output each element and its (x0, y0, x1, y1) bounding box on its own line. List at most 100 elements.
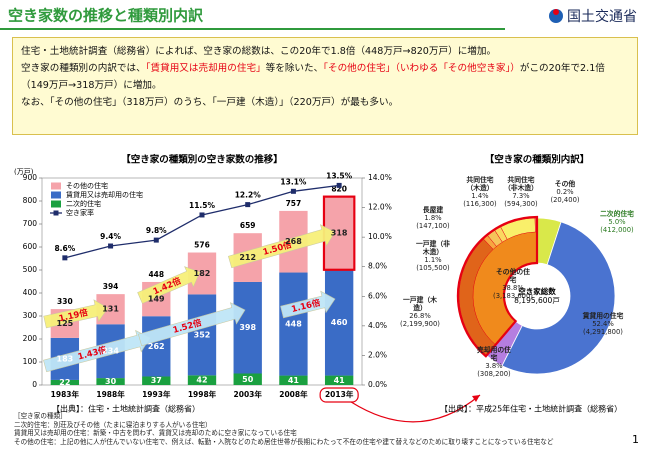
value-label: 125 (57, 319, 74, 328)
link-arrow-head (472, 395, 480, 402)
pie-label-count: (594,300) (504, 200, 538, 208)
legend-label: 賃貸用又は売却用の住宅 (66, 190, 143, 199)
bullet: 住宅・土地統計調査（総務省）によれば、空き家の総数は、この20年で1.8倍（44… (21, 43, 629, 60)
rate-label: 12.2% (235, 191, 262, 200)
pie-label-count: (2,199,900) (400, 320, 440, 328)
pie-label-value: 1.4% (471, 192, 489, 200)
y2-tick-label: 0.0% (368, 380, 387, 389)
note-line: ［空き家の種類］ (14, 412, 67, 420)
total-label: 330 (57, 297, 73, 306)
value-label: 41 (334, 376, 346, 385)
total-label: 448 (148, 270, 164, 279)
rate-label: 9.4% (100, 232, 121, 241)
y-tick-label: 200 (23, 334, 38, 343)
value-label: 234 (102, 347, 119, 356)
pie-label: 共同住宅（非木造） 7.3% (594,300) (502, 176, 540, 208)
pie-label-name: 長屋建 (422, 206, 444, 214)
legend-swatch (51, 182, 61, 190)
rate-marker (290, 188, 296, 194)
bar-segment (96, 378, 125, 385)
pie-label: 一戸建（木造） 26.8% (2,199,900) (400, 296, 440, 328)
note-line: 二次的住宅：別荘及びその他（たまに寝泊まりする人がいる住宅） (14, 420, 212, 429)
y2-tick-label: 4.0% (368, 321, 387, 330)
pie-label-value: 52.4% (592, 320, 614, 328)
value-label: 398 (239, 323, 256, 332)
bar-segment (324, 375, 354, 385)
notes: ［空き家の種類］ 二次的住宅：別荘及びその他（たまに寝泊まりする人がいる住宅） 賃貸… (14, 412, 553, 446)
bullet-text: がこの20年で2.1倍（149万戸→318万戸）に増加。 (21, 63, 605, 91)
pie-label-name: 売却用の住宅 (477, 346, 511, 362)
pie-label: その他の住宅 38.8% (3,183,600) (493, 268, 533, 300)
rate-label: 13.5% (326, 171, 353, 180)
center-label-line: 8,195,600戸 (514, 296, 560, 305)
bar-segment (279, 272, 308, 376)
x-tick-label: 2008年 (279, 389, 308, 399)
legend-swatch (51, 200, 61, 208)
rate-marker (153, 237, 159, 243)
pie-label-name: 共同住宅（木造） (466, 176, 494, 192)
page-title: 空き家数の推移と種類別内訳 (8, 7, 204, 25)
rate-label: 8.6% (54, 244, 75, 253)
y-tick-label: 400 (23, 288, 38, 297)
pie-label-name: 二次的住宅 (600, 210, 634, 218)
legend-label: その他の住宅 (66, 181, 108, 190)
value-label: 182 (194, 269, 211, 278)
total-label: 757 (286, 199, 302, 208)
ratio-arrow (43, 299, 109, 329)
y-tick-label: 800 (23, 196, 38, 205)
value-label: 37 (151, 376, 162, 385)
legend-label: 空き家率 (66, 208, 94, 217)
highlight-label (319, 387, 359, 403)
pie-label-name: その他 (554, 180, 576, 188)
pie-label: 二次的住宅 5.0% (412,000) (600, 210, 634, 234)
x-tick-label: 1993年 (142, 389, 171, 399)
pie-label-count: (105,500) (416, 264, 450, 272)
ratio-arrow (137, 302, 246, 347)
note-line: その他の住宅：上記の他に人が住んでいない住宅で、例えば、転勤・入院などのため居住… (14, 437, 554, 446)
bullet-text: 「賃貸用又は売却用の住宅」 (145, 63, 266, 74)
rate-marker (62, 255, 68, 261)
y2-tick-label: 2.0% (368, 350, 387, 359)
logo-mark (549, 9, 563, 23)
value-label: 262 (148, 342, 165, 351)
value-label: 212 (239, 253, 256, 262)
bullet: 空き家の種類別の内訳では、「賃貸用又は売却用の住宅」等を除いた、「その他の住宅」… (21, 60, 629, 94)
x-tick-label: 1998年 (188, 389, 217, 399)
rate-marker (245, 202, 251, 208)
pie-label-count: (308,200) (477, 370, 511, 378)
rate-label: 11.5% (189, 201, 216, 210)
y-axis-label: (万戸) (14, 168, 34, 176)
y2-tick-label: 14.0% (368, 173, 392, 182)
pie-label-name: その他の住宅 (496, 268, 530, 284)
x-tick-label: 1983年 (51, 389, 80, 399)
value-label: 50 (242, 375, 254, 384)
value-label: 352 (194, 330, 211, 339)
value-label: 41 (288, 376, 300, 385)
x-tick-label: 2013年 (325, 389, 354, 399)
pie-label: 一戸建（非木造） 1.1% (105,500) (415, 240, 451, 272)
y-tick-label: 700 (23, 219, 38, 228)
logo-mark-dot (553, 9, 559, 15)
value-label: 22 (59, 378, 70, 387)
pie-label: その他 0.2% (20,400) (550, 180, 580, 204)
legend-marker (53, 210, 59, 216)
value-label: 183 (57, 354, 74, 363)
y-tick-label: 300 (23, 311, 38, 320)
pie-label-count: (3,183,600) (493, 292, 533, 300)
value-label: 131 (102, 305, 119, 314)
other-outline (456, 215, 539, 358)
rate-marker (108, 243, 114, 249)
note-line: 賃貸用又は売却用の住宅：新築・中古を問わず、賃貸又は売却のために空き家になってい… (14, 429, 297, 438)
pie-label-value: 3.8% (485, 362, 503, 370)
y2-tick-label: 10.0% (368, 232, 392, 241)
bar-segment (142, 376, 171, 385)
pie-label-value: 7.3% (512, 192, 530, 200)
bar-segment (233, 373, 262, 385)
legend-swatch (51, 191, 61, 199)
value-label: 42 (196, 376, 207, 385)
x-tick-label: 2003年 (234, 389, 263, 399)
pie-label: 賃貸用の住宅 52.4% (4,291,800) (582, 312, 624, 336)
pie-label-name: 賃貸用の住宅 (582, 312, 624, 320)
ratio-arrow (280, 290, 336, 319)
